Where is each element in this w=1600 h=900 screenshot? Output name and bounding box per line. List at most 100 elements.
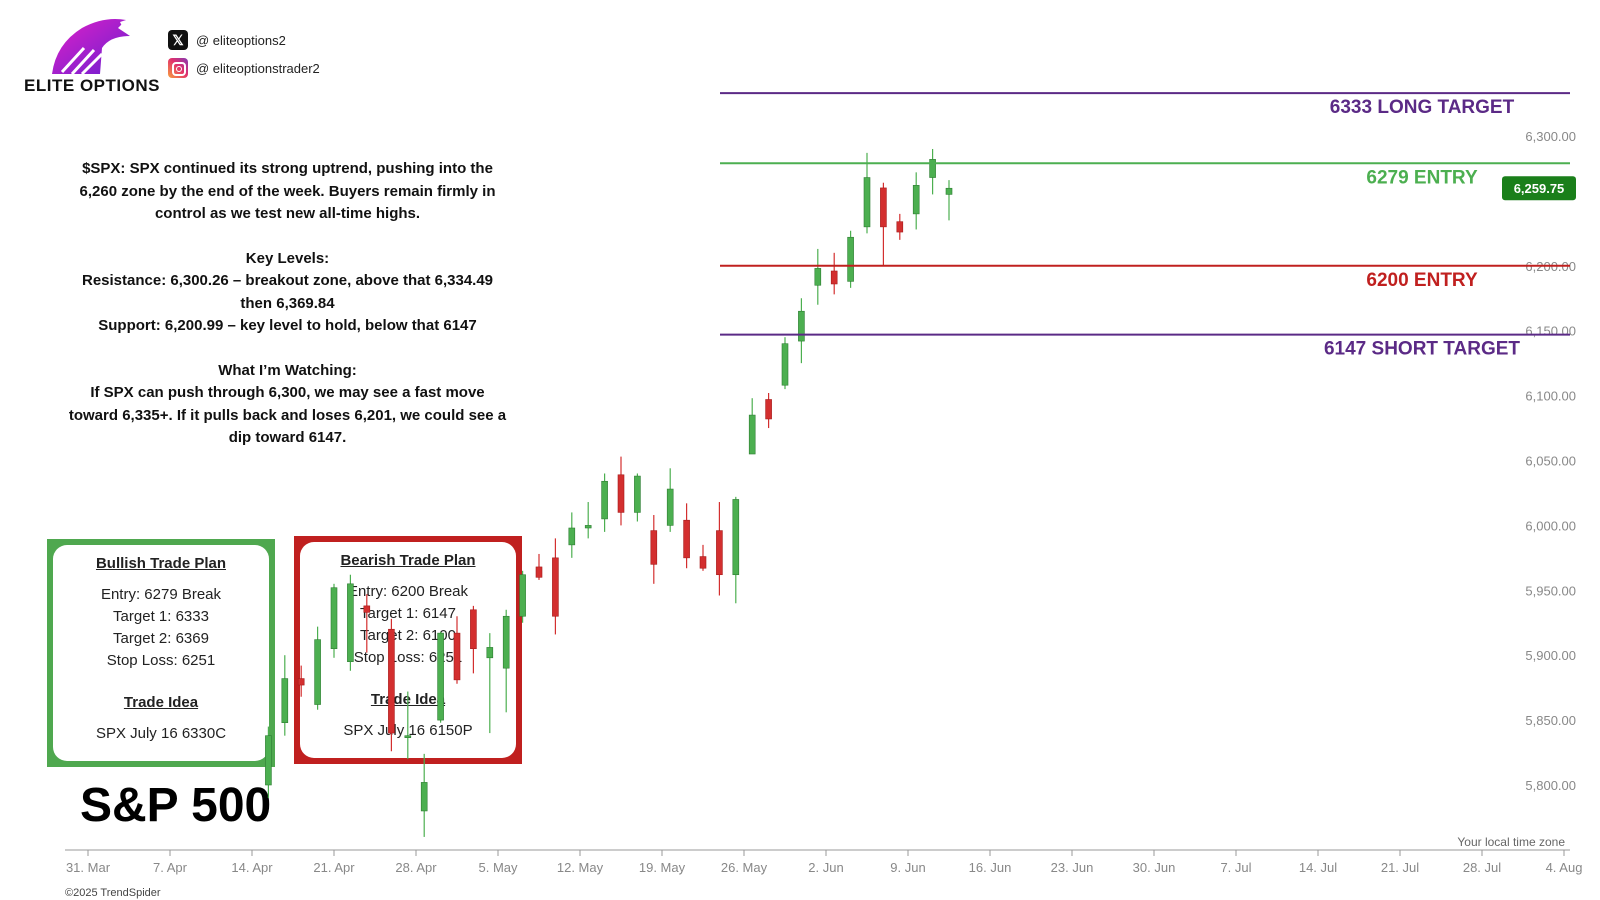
candle	[716, 502, 723, 596]
x-tick-label: 19. May	[639, 860, 686, 875]
candle	[699, 544, 707, 571]
candle-body	[896, 221, 904, 233]
candle	[945, 180, 953, 221]
candle	[330, 583, 338, 658]
candle-body	[535, 566, 543, 578]
candle	[617, 456, 625, 526]
level-label: 6200 ENTRY	[1366, 270, 1478, 291]
x-tick-label: 14. Jul	[1299, 860, 1337, 875]
candle-body	[404, 735, 412, 738]
candle-body	[912, 185, 920, 215]
candle	[437, 631, 444, 723]
logo-text: ELITE OPTIONS	[24, 76, 160, 95]
instagram-handle[interactable]: @ eliteoptionstrader2	[168, 58, 320, 78]
bullish-trade-plan: Bullish Trade Plan Entry: 6279 Break Tar…	[47, 539, 275, 767]
x-tick-label: 7. Apr	[153, 860, 188, 875]
candle	[634, 473, 641, 522]
bearish-target-1: Target 1: 6147	[360, 605, 456, 622]
x-twitter-icon: 𝕏	[168, 30, 188, 50]
bearish-target-2: Target 2: 6100	[360, 627, 456, 644]
level-label: 6333 LONG TARGET	[1330, 97, 1515, 118]
candle	[486, 633, 494, 734]
candle	[347, 574, 354, 671]
twitter-handle-text: @ eliteoptions2	[196, 32, 286, 48]
y-tick-label: 5,850.00	[1525, 713, 1576, 728]
last-price-badge	[1502, 176, 1576, 201]
last-price-label: 6,259.75	[1514, 181, 1565, 196]
x-tick-label: 5. May	[478, 860, 518, 875]
y-tick-label: 5,950.00	[1525, 583, 1576, 598]
summary-line: control as we test new all-time highs.	[154, 205, 421, 222]
y-tick-label: 6,050.00	[1525, 454, 1576, 469]
candle-body	[650, 530, 658, 565]
candle	[519, 570, 526, 623]
candle-body	[945, 187, 953, 195]
support-line: Support: 6,200.99 – key level to hold, b…	[98, 317, 477, 334]
x-axis: 31. Mar 7. Apr 14. Apr 21. Apr 28. Apr 5. May…	[65, 849, 1583, 875]
bullish-stop-loss: Stop Loss: 6251	[106, 652, 216, 669]
candle-body	[453, 632, 461, 681]
candle-body	[716, 530, 723, 576]
y-tick-label: 5,800.00	[1525, 778, 1576, 793]
candle	[765, 393, 772, 429]
x-tick-label: 30. Jun	[1133, 860, 1176, 875]
x-tick-label: 21. Apr	[313, 860, 355, 875]
candle	[584, 502, 592, 539]
twitter-handle[interactable]: 𝕏 @ eliteoptions2	[168, 30, 286, 50]
candle-body	[765, 399, 772, 420]
candle-body	[314, 639, 321, 705]
candle-body	[388, 628, 395, 734]
candle-body	[330, 587, 338, 650]
key-levels-group: 6333 LONG TARGET 6279 ENTRY 6200 ENTRY 6147…	[720, 92, 1570, 360]
candle-body	[584, 525, 592, 529]
index-title: S&P 500	[80, 779, 272, 832]
candle	[535, 553, 543, 580]
x-tick-label: 9. Jun	[890, 860, 925, 875]
candle-body	[748, 414, 756, 455]
candle	[896, 213, 904, 240]
y-tick-label: 5,900.00	[1525, 648, 1576, 663]
candle-body	[502, 615, 510, 669]
candle-body	[634, 475, 641, 513]
x-tick-label: 7. Jul	[1220, 860, 1251, 875]
candle	[363, 594, 371, 653]
summary-line: $SPX: SPX continued its strong uptrend, …	[82, 160, 493, 177]
candle-body	[781, 343, 789, 386]
candle-body	[281, 678, 289, 723]
candle-body	[699, 556, 707, 569]
candle-body	[830, 270, 838, 285]
candle	[666, 468, 674, 532]
candle	[748, 398, 756, 455]
candle	[601, 473, 608, 532]
x-tick-label: 26. May	[721, 860, 768, 875]
candle	[404, 691, 412, 760]
key-levels-paragraph: Key Levels: Resistance: 6,300.26 – break…	[40, 248, 535, 338]
elite-options-logo: ELITE OPTIONS	[22, 14, 162, 98]
candle	[814, 248, 822, 305]
instagram-handle-text: @ eliteoptionstrader2	[196, 60, 320, 76]
candle-body	[363, 605, 371, 613]
x-tick-label: 14. Apr	[231, 860, 273, 875]
watching-line: If SPX can push through 6,300, we may se…	[90, 384, 485, 401]
candle	[880, 182, 887, 266]
candle	[830, 252, 838, 295]
candle	[798, 298, 805, 364]
candle-body	[814, 268, 822, 286]
summary-line: 6,260 zone by the end of the week. Buyer…	[79, 182, 496, 200]
watching-line: dip toward 6147.	[228, 429, 347, 446]
candle	[732, 496, 740, 604]
level-label: 6147 SHORT TARGET	[1324, 339, 1520, 360]
candle	[912, 172, 920, 230]
candle-body	[601, 480, 608, 520]
timezone-note: Your local time zone	[1457, 835, 1565, 849]
candle	[929, 148, 936, 195]
resistance-line-cont: then 6,369.84	[240, 294, 335, 312]
bearish-entry: Entry: 6200 Break	[347, 583, 469, 600]
bullish-plan-content: Bullish Trade Plan Entry: 6279 Break Tar…	[53, 545, 269, 761]
candle	[297, 665, 305, 697]
x-tick-label: 4. Aug	[1546, 860, 1583, 875]
x-tick-label: 16. Jun	[969, 860, 1012, 875]
bullish-target-2: Target 2: 6369	[113, 630, 209, 647]
candle	[388, 618, 395, 752]
